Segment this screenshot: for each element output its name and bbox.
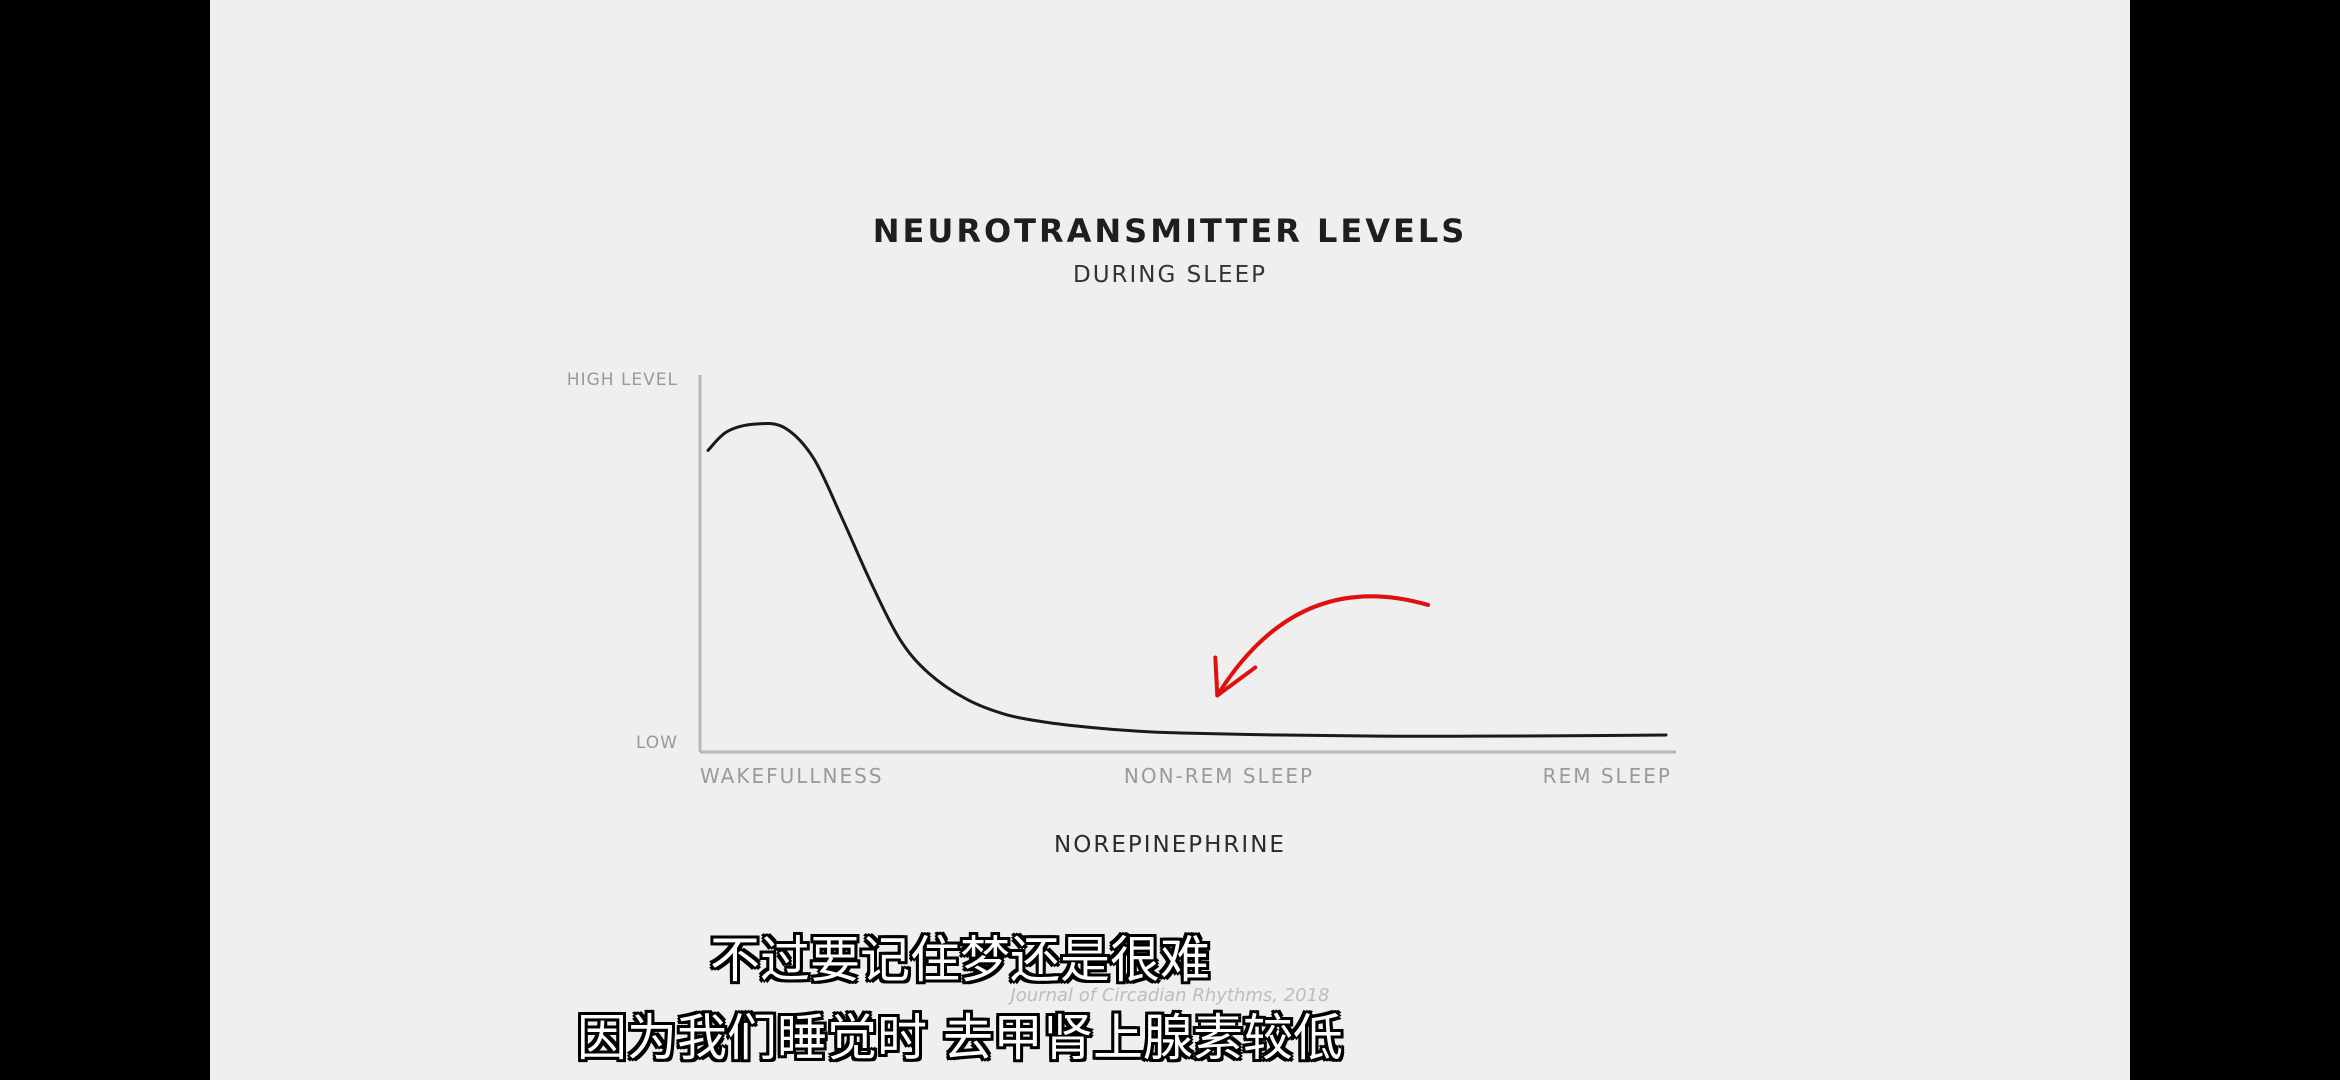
source-citation: Journal of Circadian Rhythms, 2018 [1010,985,1330,1006]
chart-title: NEUROTRANSMITTER LEVELS [872,212,1468,250]
y-tick-label-1: LOW [636,733,678,753]
series-line-0 [706,421,1668,738]
video-subtitle-line-2: 因为我们睡觉时 去甲肾上腺素较低 [577,1009,1343,1067]
annotation-arrow-head [1213,655,1258,698]
y-tick-label-0: HIGH LEVEL [567,370,678,390]
video-frame: NEUROTRANSMITTER LEVELS DURING SLEEP HIG… [210,0,2130,1080]
chart-subtitle: DURING SLEEP [1073,262,1267,288]
x-tick-label-2: REM SLEEP [1543,764,1672,788]
x-tick-label-0: WAKEFULLNESS [700,764,884,788]
series-label: NOREPINEPHRINE [1054,832,1286,858]
x-tick-label-1: NON-REM SLEEP [1124,764,1314,788]
chart-plot: HIGH LEVEL LOW WAKEFULLNESS NON-REM SLEEP RE… [567,370,1676,788]
annotation-arrow-shaft [1215,594,1431,698]
video-subtitle-line-1: 不过要记住梦还是很难 [710,931,1210,989]
